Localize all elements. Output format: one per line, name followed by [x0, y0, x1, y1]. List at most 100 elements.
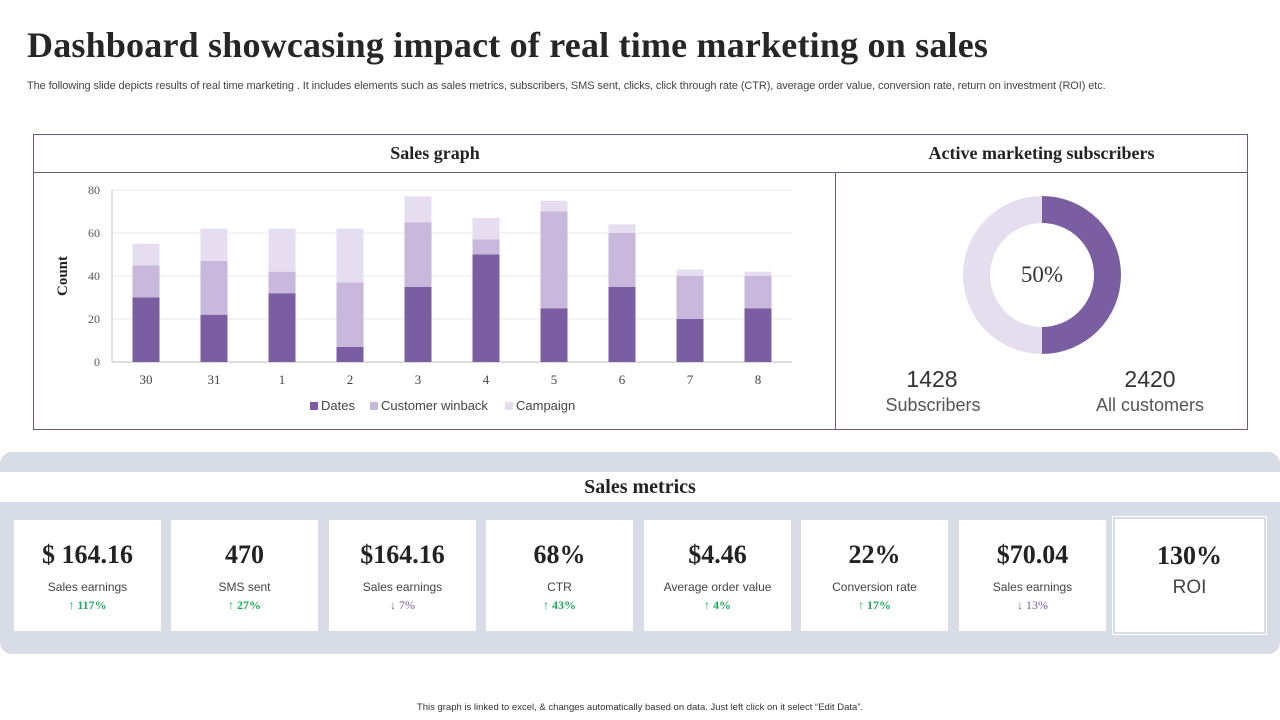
metric-label: CTR [547, 580, 572, 594]
bar-campaign [200, 228, 228, 261]
bar-campaign [404, 196, 432, 223]
metric-change: ↓ 7% [390, 598, 415, 612]
metric-change: ↑ 27% [228, 598, 261, 612]
metric-label: Sales earnings [47, 580, 128, 594]
metric-label: ROI [1172, 577, 1207, 598]
legend-label: Campaign [516, 398, 575, 413]
metric-label: Conversion rate [832, 580, 917, 594]
sales-graph-header: Sales graph [34, 135, 836, 173]
metric-label: SMS sent [218, 580, 271, 594]
metric-card: $4.46 Average order value ↑ 4% [644, 520, 791, 631]
bar-dates [676, 319, 704, 362]
legend-label: Customer winback [381, 398, 488, 413]
bar-dates [268, 293, 296, 362]
bar-campaign [472, 217, 500, 240]
legend-swatch [505, 402, 513, 410]
x-tick-label: 31 [208, 372, 221, 387]
x-tick-label: 2 [347, 372, 354, 387]
bar-campaign [336, 228, 364, 283]
y-tick-label: 60 [88, 226, 100, 240]
metric-value: 130% [1157, 541, 1222, 570]
bar-dates [132, 297, 160, 362]
top-panel: Sales graph Active marketing subscribers [33, 134, 1248, 430]
bar-campaign [608, 224, 636, 233]
page-title: Dashboard showcasing impact of real time… [27, 25, 989, 65]
panel-divider [835, 173, 836, 429]
metric-value: $164.16 [360, 540, 445, 569]
metric-card: $ 164.16 Sales earnings ↑ 117% [14, 520, 161, 631]
metric-label: Average order value [663, 580, 772, 594]
subscribers-header: Active marketing subscribers [836, 135, 1247, 173]
donut-center-label: 50% [1020, 262, 1064, 287]
metric-card: 470 SMS sent ↑ 27% [171, 520, 318, 631]
metric-change: ↑ 43% [543, 598, 576, 612]
legend-swatch [370, 402, 378, 410]
donut-slice-subscribers [1042, 196, 1121, 354]
metric-value: 22% [848, 540, 901, 569]
bar-dates [336, 346, 364, 362]
bar-campaign [540, 200, 568, 212]
metric-card: 68% CTR ↑ 43% [486, 520, 633, 631]
sales-bar-chart: 0 20 40 60 80 30 31 1 2 3 4 5 6 7 8 Count Dates Customer … [55, 183, 792, 413]
bar-customer-winback [540, 211, 568, 309]
donut-slice-remaining [963, 196, 1042, 354]
legend-swatch [310, 402, 318, 410]
x-tick-label: 4 [483, 372, 490, 387]
bar-customer-winback [404, 222, 432, 287]
metric-change: ↑ 117% [68, 598, 107, 612]
bar-campaign [744, 271, 772, 276]
sales-metrics-title: Sales metrics [0, 472, 1280, 502]
x-tick-label: 5 [551, 372, 558, 387]
bar-dates [744, 308, 772, 362]
metric-card: $70.04 Sales earnings ↓ 13% [959, 520, 1106, 631]
metric-change: ↑ 17% [858, 598, 891, 612]
metric-value: 470 [225, 540, 264, 569]
bar-customer-winback [472, 239, 500, 255]
metric-card: $164.16 Sales earnings ↓ 7% [329, 520, 476, 631]
bar-customer-winback [132, 265, 160, 298]
subscribers-label: Subscribers [885, 395, 981, 415]
y-tick-label: 80 [88, 183, 100, 197]
y-axis-label: Count [55, 256, 71, 296]
bar-dates [472, 254, 500, 362]
customers-count: 2420 [1124, 366, 1176, 392]
bar-dates [200, 314, 228, 362]
x-tick-label: 6 [619, 372, 626, 387]
metric-card-roi: 130% ROI [1115, 519, 1264, 632]
metric-change: ↑ 4% [704, 598, 731, 612]
bar-campaign [268, 228, 296, 272]
page-subtitle: The following slide depicts results of r… [27, 80, 1106, 92]
metric-value: 68% [533, 540, 586, 569]
bar-dates [608, 286, 636, 362]
bar-dates [404, 286, 432, 362]
bar-customer-winback [268, 271, 296, 294]
metric-card: 22% Conversion rate ↑ 17% [801, 520, 948, 631]
metric-value: $4.46 [688, 540, 747, 569]
metric-change: ↓ 13% [1017, 598, 1048, 612]
bar-customer-winback [676, 276, 704, 319]
y-tick-label: 0 [94, 355, 100, 369]
subscribers-donut-chart [963, 196, 1121, 354]
x-tick-label: 7 [687, 372, 694, 387]
y-tick-label: 20 [88, 312, 100, 326]
metric-label: Sales earnings [362, 580, 443, 594]
metric-label: Sales earnings [992, 580, 1073, 594]
footer-note: This graph is linked to excel, & changes… [416, 702, 864, 713]
bar-customer-winback [744, 276, 772, 309]
x-tick-label: 3 [415, 372, 422, 387]
bar-customer-winback [336, 282, 364, 347]
bar-dates [540, 308, 568, 362]
bar-customer-winback [608, 233, 636, 287]
x-tick-label: 30 [140, 372, 153, 387]
metric-value: $ 164.16 [42, 540, 133, 569]
x-tick-label: 8 [755, 372, 762, 387]
metric-value: $70.04 [996, 540, 1069, 569]
x-tick-label: 1 [279, 372, 286, 387]
y-tick-label: 40 [88, 269, 100, 283]
bar-customer-winback [200, 260, 228, 315]
customers-label: All customers [1095, 395, 1205, 415]
bar-campaign [676, 269, 704, 276]
subscribers-count: 1428 [906, 366, 958, 392]
legend-label: Dates [321, 398, 355, 413]
bar-campaign [132, 243, 160, 266]
